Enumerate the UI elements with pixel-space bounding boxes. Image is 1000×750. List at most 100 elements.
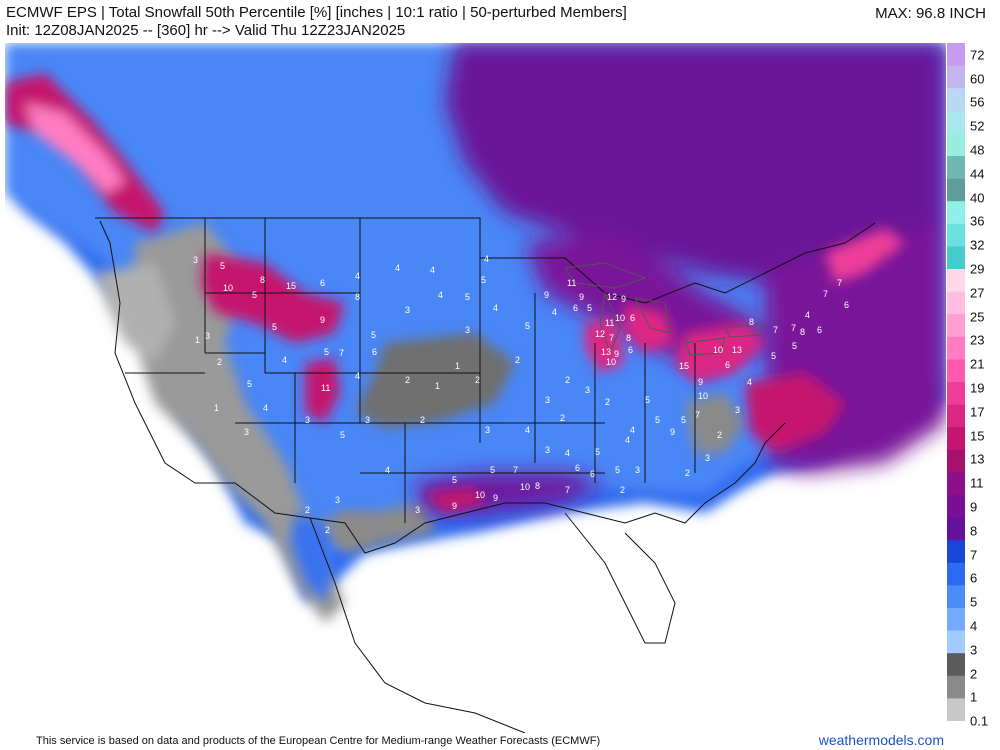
snowfall-value-label: 5 — [324, 347, 329, 357]
color-scale-swatch — [947, 404, 965, 428]
snowfall-value-label: 4 — [565, 448, 570, 458]
site-link[interactable]: weathermodels.com — [818, 732, 944, 748]
snowfall-value-label: 1 — [455, 361, 460, 371]
snowfall-value-label: 2 — [565, 375, 570, 385]
snowfall-value-label: 3 — [205, 331, 210, 341]
snowfall-value-label: 2 — [685, 468, 690, 478]
snowfall-value-label: 10 — [615, 313, 625, 323]
color-scale-labels: 72 60 56 52 48 44 40 36 32 29 27 25 23 21 19 17 15 13 11 9 8… — [968, 43, 1000, 733]
snowfall-value-label: 9 — [614, 349, 619, 359]
snowfall-value-label: 13 — [601, 347, 611, 357]
color-scale-label: 0.1 — [970, 713, 989, 729]
snowfall-value-label: 2 — [325, 525, 330, 535]
snowfall-value-label: 5 — [272, 322, 277, 332]
color-scale-bar — [947, 43, 965, 721]
color-scale-swatch — [947, 653, 965, 677]
color-scale-label: 40 — [970, 190, 985, 206]
snowfall-value-label: 2 — [405, 375, 410, 385]
color-scale-label: 60 — [970, 71, 985, 87]
color-scale-swatch — [947, 608, 965, 632]
snowfall-value-label: 5 — [252, 290, 257, 300]
color-scale-label: 56 — [970, 94, 985, 110]
color-scale-swatch — [947, 585, 965, 609]
snowfall-value-label: 3 — [305, 415, 310, 425]
snowfall-value-label: 3 — [545, 445, 550, 455]
snowfall-value-label: 1 — [195, 335, 200, 345]
snowfall-value-label: 10 — [713, 345, 723, 355]
borders — [95, 217, 876, 733]
snowfall-value-label: 7 — [565, 485, 570, 495]
snowfall-value-label: 11 — [605, 318, 614, 328]
color-scale-swatch — [947, 65, 965, 89]
snowfall-value-label: 4 — [355, 271, 360, 281]
snowfall-value-label: 5 — [481, 275, 486, 285]
snowfall-value-label: 7 — [773, 325, 778, 335]
snowfall-value-label: 6 — [725, 360, 730, 370]
snowfall-value-label: 12 — [595, 329, 605, 339]
snowfall-value-label: 2 — [560, 413, 565, 423]
map-title: ECMWF EPS | Total Snowfall 50th Percenti… — [6, 4, 627, 21]
attribution-text: This service is based on data and produc… — [36, 735, 601, 747]
color-scale-swatch — [947, 698, 965, 721]
color-scale-swatch — [947, 540, 965, 564]
snowfall-value-label: 9 — [579, 292, 584, 302]
color-scale-label: 15 — [970, 428, 985, 444]
map-subtitle: Init: 12Z08JAN2025 -- [360] hr --> Valid… — [6, 22, 406, 39]
snowfall-value-label: 4 — [438, 290, 443, 300]
color-scale-label: 17 — [970, 404, 985, 420]
snowfall-value-label: 7 — [837, 278, 842, 288]
snowfall-value-label: 2 — [305, 505, 310, 515]
snowfall-value-label: 3 — [415, 505, 420, 515]
color-scale-swatch — [947, 133, 965, 157]
snowfall-value-label: 6 — [817, 325, 822, 335]
color-scale-label: 5 — [970, 594, 978, 610]
color-scale-label: 4 — [970, 618, 978, 634]
snowfall-value-label: 15 — [679, 361, 689, 371]
snowfall-value-label: 2 — [420, 415, 425, 425]
color-scale-label: 27 — [970, 285, 985, 301]
snowfall-value-label: 5 — [771, 351, 776, 361]
snowfall-value-label: 5 — [615, 465, 620, 475]
snowfall-value-label: 7 — [791, 323, 796, 333]
snowfall-value-label: 5 — [340, 430, 345, 440]
snowfall-value-label: 6 — [575, 463, 580, 473]
snowfall-value-label: 9 — [493, 493, 498, 503]
snowfall-value-label: 10 — [606, 357, 616, 367]
snowfall-value-label: 10 — [520, 482, 530, 492]
snowfall-value-label: 4 — [430, 265, 435, 275]
snowfall-value-label: 4 — [625, 435, 630, 445]
snowfall-value-label: 5 — [681, 415, 686, 425]
snowfall-map: 3 5 10 5 8 15 6 4 4 4 4 5 9 8 5 3 4 5 5 4 5 7 6 11 4 2 1 2 1 2 2 3 5 4 2 3 2… — [5, 43, 946, 733]
snowfall-value-label: 3 — [635, 465, 640, 475]
color-scale-label: 13 — [970, 451, 985, 467]
snow-coverage-magenta — [5, 73, 905, 513]
snowfall-value-label: 9 — [698, 377, 703, 387]
snowfall-value-label: 3 — [365, 415, 370, 425]
snowfall-value-label: 3 — [405, 305, 410, 315]
snowfall-value-label: 6 — [844, 300, 849, 310]
snowfall-value-label: 7 — [339, 348, 344, 358]
snowfall-value-label: 4 — [805, 310, 810, 320]
snowfall-value-label: 11 — [321, 383, 330, 393]
color-scale-swatch — [947, 291, 965, 315]
snowfall-value-label: 4 — [484, 254, 489, 264]
color-scale-swatch — [947, 495, 965, 519]
snowfall-value-label: 8 — [800, 327, 805, 337]
color-scale-swatch — [947, 110, 965, 134]
snowfall-value-label: 6 — [628, 345, 633, 355]
color-scale-swatch — [947, 201, 965, 225]
color-scale-swatch — [947, 178, 965, 202]
color-scale-swatch — [947, 675, 965, 699]
color-scale-label: 11 — [970, 475, 984, 491]
color-scale-label: 72 — [970, 47, 985, 63]
color-scale-swatch — [947, 472, 965, 496]
snowfall-value-label: 8 — [749, 317, 754, 327]
color-scale-swatch — [947, 43, 965, 67]
color-scale-label: 36 — [970, 213, 985, 229]
snowfall-value-label: 4 — [395, 263, 400, 273]
snowfall-value-label: 2 — [475, 375, 480, 385]
snowfall-value-label: 5 — [452, 475, 457, 485]
color-scale-swatch — [947, 427, 965, 451]
snowfall-value-label: 6 — [630, 313, 635, 323]
